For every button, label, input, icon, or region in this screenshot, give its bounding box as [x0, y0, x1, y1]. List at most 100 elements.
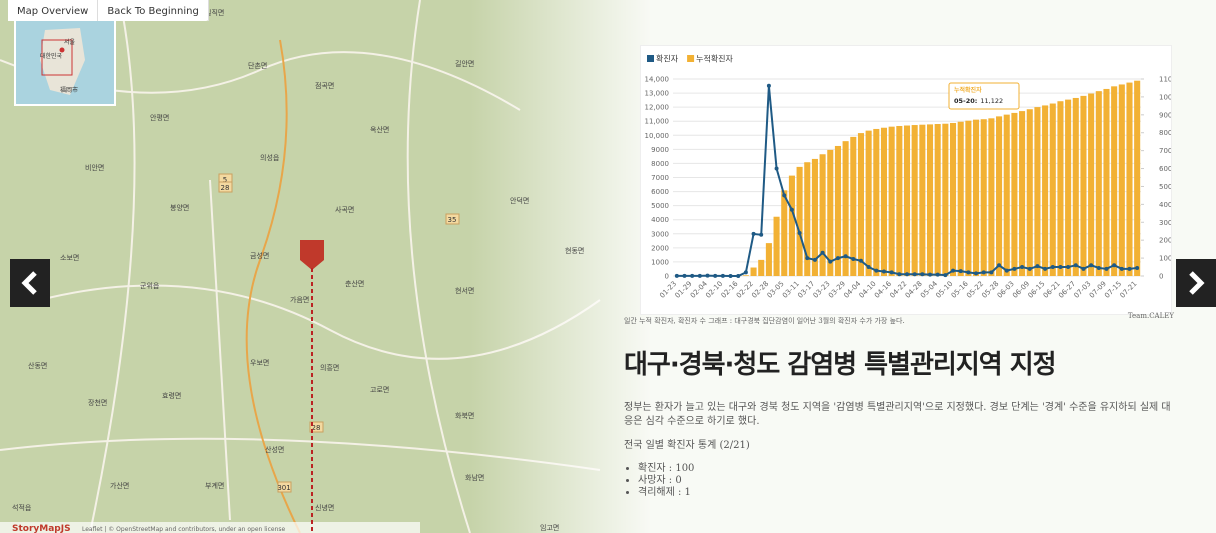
point [1089, 263, 1093, 267]
bar [904, 126, 910, 276]
map-overview[interactable]: Map Overview [8, 0, 98, 21]
next-button[interactable] [1176, 259, 1216, 307]
road-number: 301 [277, 484, 290, 492]
y2-tick-label: 900 [1159, 111, 1171, 119]
place-label: 부계면 [205, 481, 224, 490]
bar [1103, 89, 1109, 276]
point [851, 257, 855, 261]
back-to-beginning[interactable]: Back To Beginning [98, 0, 208, 21]
bar [1134, 81, 1140, 276]
tooltip-series: 누적확진자 [954, 86, 982, 94]
x-tick-label: 07-21 [1119, 280, 1139, 300]
attribution: Leaflet | © OpenStreetMap and contributo… [82, 526, 285, 533]
place-label: 안덕면 [510, 196, 529, 205]
y2-tick-label: 200 [1159, 237, 1171, 245]
point [867, 265, 871, 269]
y-tick-label: 13,000 [645, 90, 670, 98]
bar [965, 121, 971, 276]
bar [881, 128, 887, 276]
point [752, 232, 756, 236]
point [790, 208, 794, 212]
y-tick-label: 14,000 [645, 76, 670, 84]
y-tick-label: 11,000 [645, 118, 670, 126]
point [974, 271, 978, 275]
tooltip-x: 05-20: [954, 97, 977, 105]
bar [1065, 100, 1071, 276]
bar [1111, 86, 1117, 276]
bar [1027, 109, 1033, 276]
y-tick-label: 12,000 [645, 104, 670, 112]
point [1043, 267, 1047, 271]
y2-tick-label: 400 [1159, 201, 1171, 209]
point [821, 251, 825, 255]
point [813, 258, 817, 262]
point [997, 263, 1001, 267]
point [1005, 269, 1009, 273]
point [767, 84, 771, 88]
place-label: 산성면 [265, 445, 284, 454]
bar [781, 190, 787, 276]
y2-tick-label: 1100 [1159, 76, 1171, 84]
place-label: 장천면 [88, 398, 107, 407]
bar [820, 154, 826, 276]
point [744, 270, 748, 274]
y-tick-label: 9000 [651, 146, 669, 154]
headline: 대구·경북·청도 감염병 특별관리지역 지정 [624, 344, 1174, 381]
point [913, 272, 917, 276]
minimap-label: 대한민국 [40, 52, 63, 60]
y-tick-label: 10,000 [645, 132, 670, 140]
point [882, 270, 886, 274]
place-label: 효령면 [162, 391, 181, 400]
bar [889, 127, 895, 276]
point [1081, 267, 1085, 271]
point [1020, 265, 1024, 269]
y2-tick-label: 100 [1159, 255, 1171, 263]
legend-label: 확진자 [656, 54, 679, 64]
bar [774, 217, 780, 276]
point [683, 274, 687, 278]
place-label: 점곡면 [315, 81, 334, 90]
point [690, 274, 694, 278]
y2-tick-label: 300 [1159, 219, 1171, 227]
point [706, 274, 710, 278]
place-label: 가산면 [110, 481, 129, 490]
point [775, 167, 779, 171]
point [982, 270, 986, 274]
bar [919, 125, 925, 276]
place-label: 금성면 [250, 251, 269, 260]
place-label: 봉양면 [170, 203, 189, 212]
bar [758, 260, 764, 276]
point [1058, 265, 1062, 269]
point [1035, 264, 1039, 268]
y-tick-label: 7000 [651, 174, 669, 182]
bar [1096, 91, 1102, 276]
place-label: 석적읍 [12, 503, 32, 512]
y-tick-label: 6000 [651, 188, 669, 196]
bar [827, 150, 833, 276]
bar [850, 137, 856, 276]
place-label: 비안면 [85, 163, 104, 172]
bar [950, 123, 956, 276]
place-label: 소보면 [60, 253, 79, 262]
point [1112, 263, 1116, 267]
bar [1050, 104, 1056, 276]
bar [743, 275, 749, 276]
y-tick-label: 2000 [651, 244, 669, 252]
prev-button[interactable] [10, 259, 50, 307]
point [989, 270, 993, 274]
chart-card: 010002000300040005000600070008000900010,… [640, 45, 1172, 315]
slide: 일간 누적 확진자, 확진자 수 그래프 : 대구경북 집단감염이 일어난 3월… [624, 316, 1174, 499]
fade [470, 0, 650, 533]
bar [935, 124, 941, 276]
tooltip-value: 11,122 [980, 97, 1003, 105]
bar [858, 133, 864, 276]
bar [958, 122, 964, 276]
road-number: 28 [221, 184, 230, 192]
point [805, 256, 809, 260]
place-label: 의성읍 [260, 153, 280, 162]
bar [1073, 98, 1079, 276]
minimap-label: 서울 [64, 38, 76, 46]
point [897, 272, 901, 276]
point [736, 274, 740, 278]
place-label: 춘산면 [345, 279, 364, 288]
